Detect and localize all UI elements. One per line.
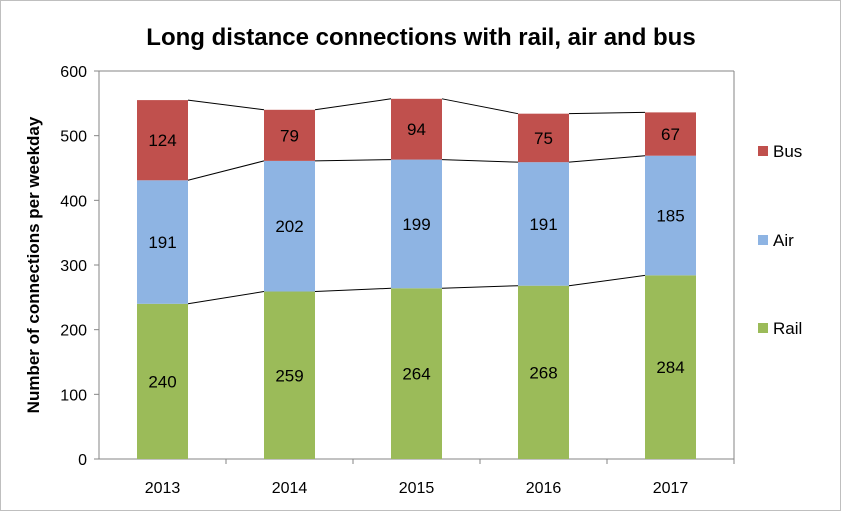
- data-label-bus: 94: [407, 120, 426, 139]
- bar-air-2016: [518, 162, 569, 286]
- series-line-air: [568, 155, 646, 163]
- data-label-bus: 75: [534, 129, 553, 148]
- data-label-air: 191: [148, 233, 176, 252]
- bar-bus-2015: [391, 98, 442, 160]
- series-line-rail: [314, 287, 392, 293]
- bar-rail-2014: [264, 291, 315, 459]
- data-label-bus: 79: [280, 126, 299, 145]
- series-line-air: [314, 159, 392, 162]
- chart-title: Long distance connections with rail, air…: [146, 24, 695, 51]
- bar-bus-2016: [518, 113, 569, 163]
- bar-bus-2014: [264, 109, 315, 161]
- x-tick-label: 2015: [399, 480, 435, 497]
- bars: 240 259 264 268 284 191 202 199 191 185 124 79 94 75 6…: [137, 98, 696, 459]
- bar-air-2014: [264, 160, 315, 292]
- axes: 0 100 200 300 400 500 600 2013 2014 2015 2016 2017: [60, 64, 735, 497]
- legend-label-bus: Bus: [773, 142, 802, 161]
- legend: Bus Air Rail: [758, 142, 802, 338]
- legend-label-air: Air: [773, 231, 794, 250]
- series-line-bus: [568, 111, 646, 115]
- data-label-rail: 284: [656, 358, 684, 377]
- series-line-bus: [187, 99, 265, 111]
- bar-bus-2013: [137, 100, 188, 181]
- data-label-air: 202: [275, 217, 303, 236]
- series-connector-lines: [187, 98, 646, 305]
- y-tick-label: 500: [60, 129, 87, 146]
- y-tick-label: 600: [60, 64, 87, 81]
- series-line-bus: [314, 98, 392, 111]
- bar-air-2013: [137, 180, 188, 304]
- series-line-air: [441, 159, 519, 163]
- legend-swatch-bus: [758, 146, 768, 156]
- bar-rail-2015: [391, 288, 442, 459]
- y-tick-label: 100: [60, 387, 87, 404]
- bar-air-2017: [645, 155, 696, 276]
- x-tick-label: 2014: [272, 480, 308, 497]
- y-tick-label: 400: [60, 193, 87, 210]
- bar-rail-2016: [518, 285, 569, 459]
- series-line-bus: [441, 98, 519, 115]
- data-label-rail: 264: [402, 365, 430, 384]
- y-tick-label: 200: [60, 323, 87, 340]
- data-label-air: 199: [402, 215, 430, 234]
- bar-bus-2017: [645, 112, 696, 156]
- x-tick-label: 2016: [526, 480, 562, 497]
- y-tick-label: 300: [60, 258, 87, 275]
- data-label-rail: 268: [529, 363, 557, 382]
- x-tick-label: 2013: [145, 480, 181, 497]
- data-label-air: 185: [656, 207, 684, 226]
- bar-air-2015: [391, 159, 442, 289]
- series-line-rail: [568, 274, 646, 287]
- legend-swatch-rail: [758, 323, 768, 333]
- bar-rail-2013: [137, 303, 188, 459]
- series-line-rail: [187, 291, 265, 305]
- series-line-air: [187, 160, 265, 181]
- data-label-rail: 259: [275, 366, 303, 385]
- data-label-bus: 124: [148, 131, 176, 150]
- data-label-bus: 67: [661, 125, 680, 144]
- bar-rail-2017: [645, 275, 696, 459]
- x-tick-label: 2017: [653, 480, 689, 497]
- data-label-air: 191: [529, 215, 557, 234]
- series-line-rail: [441, 285, 519, 289]
- y-tick-label: 0: [78, 452, 87, 469]
- legend-swatch-air: [758, 235, 768, 245]
- legend-label-rail: Rail: [773, 319, 802, 338]
- data-label-rail: 240: [148, 372, 176, 391]
- y-axis-label: Number of connections per weekday: [24, 116, 43, 413]
